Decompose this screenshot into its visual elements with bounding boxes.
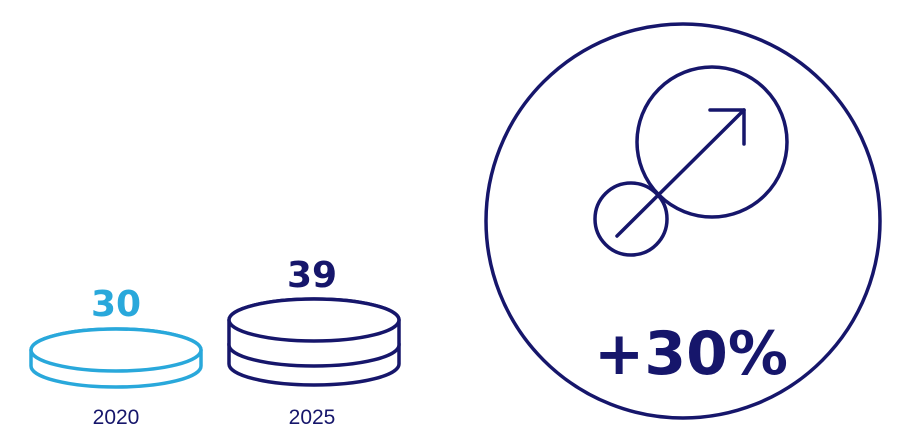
value-label-2020: 30 <box>91 284 141 325</box>
large-circle <box>635 65 789 219</box>
coin-stack-2025 <box>227 297 401 387</box>
year-label-2025: 2025 <box>289 406 336 428</box>
arrow-up-right-between-circles-icon <box>593 65 789 257</box>
growth-circle <box>484 22 882 420</box>
arrow-shaft <box>615 108 746 238</box>
small-circle <box>593 181 669 257</box>
growth-percentage: +30% <box>594 319 788 389</box>
year-label-2020: 2020 <box>93 406 140 428</box>
coin-2020-top <box>29 327 203 373</box>
value-label-2025: 39 <box>287 255 337 296</box>
coin-2025-top <box>227 297 401 343</box>
arrow-head <box>708 108 746 146</box>
coin-stack-2020 <box>29 327 203 389</box>
